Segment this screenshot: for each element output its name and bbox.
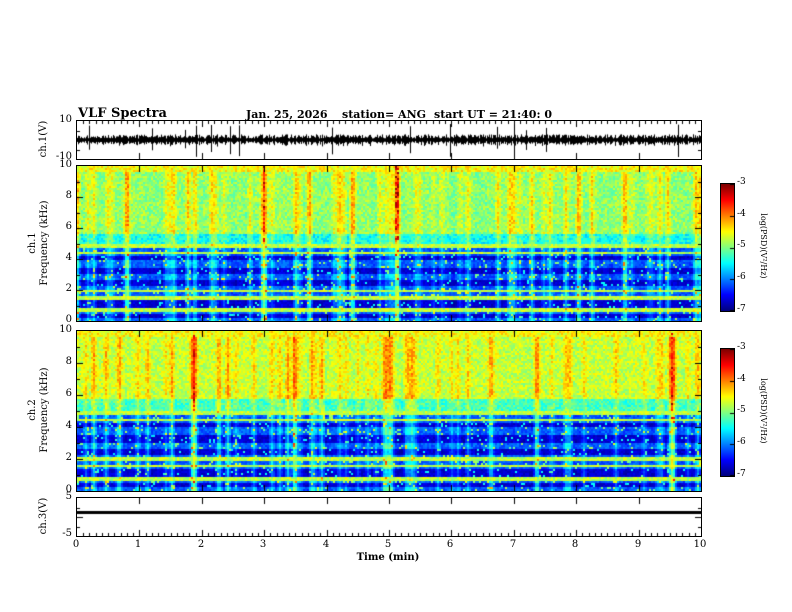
xtick: 5 bbox=[384, 539, 392, 550]
ch1-waveform-canvas bbox=[77, 121, 701, 159]
xtick: 2 bbox=[197, 539, 205, 550]
ch1-spectrogram-canvas bbox=[77, 166, 701, 321]
ch1-spec-ytick: 2 bbox=[65, 283, 72, 294]
ch3-waveform-canvas bbox=[77, 498, 701, 536]
ch2-spec-ytick: 2 bbox=[65, 452, 72, 463]
cbar2-label: log(PSD)(V²/Hz) bbox=[759, 378, 768, 444]
ch2-spectrogram-canvas bbox=[77, 331, 701, 491]
ch1-spec-ytick: 8 bbox=[65, 190, 72, 201]
ch1-spec-channel: ch.1 bbox=[27, 232, 38, 254]
ch3-waveform-panel bbox=[76, 497, 702, 537]
xtick: 9 bbox=[634, 539, 642, 550]
xtick: 3 bbox=[259, 539, 267, 550]
cbar2-tick: -5 bbox=[737, 405, 746, 415]
ch1-spec-ytick: 6 bbox=[65, 221, 72, 232]
cbar1-label: log(PSD)(V²/Hz) bbox=[759, 213, 768, 279]
start-ut-label: start UT = 21:40: 0 bbox=[434, 108, 552, 121]
ch2-spectrogram-panel bbox=[76, 330, 702, 492]
cbar2-tick: -7 bbox=[737, 469, 746, 479]
ch1-wave-ymax: 10 bbox=[59, 114, 72, 125]
xaxis-title: Time (min) bbox=[356, 552, 420, 563]
ch2-spec-ytick: 6 bbox=[65, 388, 72, 399]
cbar1-tick: -4 bbox=[737, 209, 746, 219]
ch2-spec-channel: ch.2 bbox=[27, 399, 38, 421]
cbar1-tick: -7 bbox=[737, 304, 746, 314]
figure-date: Jan. 25, 2026 bbox=[246, 108, 328, 121]
ch3-wave-ymax: 5 bbox=[65, 491, 72, 502]
colorbar-ch2-canvas bbox=[721, 349, 734, 476]
ch1-waveform-panel bbox=[76, 120, 702, 160]
ch2-spec-ytick: 8 bbox=[65, 356, 72, 367]
cbar1-tick: -3 bbox=[737, 177, 746, 187]
ch2-spec-ytick: 0 bbox=[65, 484, 72, 495]
station-label: station= ANG bbox=[342, 108, 427, 121]
ch2-spec-ytick: 10 bbox=[59, 324, 72, 335]
figure-title: VLF Spectra bbox=[78, 106, 167, 121]
xtick: 1 bbox=[134, 539, 142, 550]
cbar1-tick: -5 bbox=[737, 240, 746, 250]
cbar2-tick: -3 bbox=[737, 342, 746, 352]
xtick: 10 bbox=[693, 539, 707, 550]
ch1-spec-ytick: 0 bbox=[65, 314, 72, 325]
cbar1-tick: -6 bbox=[737, 272, 746, 282]
xtick: 7 bbox=[509, 539, 517, 550]
ch1-spectrogram-panel bbox=[76, 165, 702, 322]
xtick: 8 bbox=[571, 539, 579, 550]
xtick: 4 bbox=[322, 539, 330, 550]
ch3-wave-ymin: -5 bbox=[62, 528, 72, 539]
colorbar-ch1-canvas bbox=[721, 184, 734, 311]
xtick: 6 bbox=[446, 539, 454, 550]
cbar2-tick: -4 bbox=[737, 374, 746, 384]
ch1-wave-ymin: -10 bbox=[55, 151, 72, 162]
ch2-spec-ytick: 4 bbox=[65, 420, 72, 431]
xtick: 0 bbox=[72, 539, 80, 550]
colorbar-ch1 bbox=[720, 183, 735, 312]
cbar2-tick: -6 bbox=[737, 437, 746, 447]
colorbar-ch2 bbox=[720, 348, 735, 477]
ch1-spec-ytick: 4 bbox=[65, 252, 72, 263]
ch1-spec-ytick: 10 bbox=[59, 159, 72, 170]
